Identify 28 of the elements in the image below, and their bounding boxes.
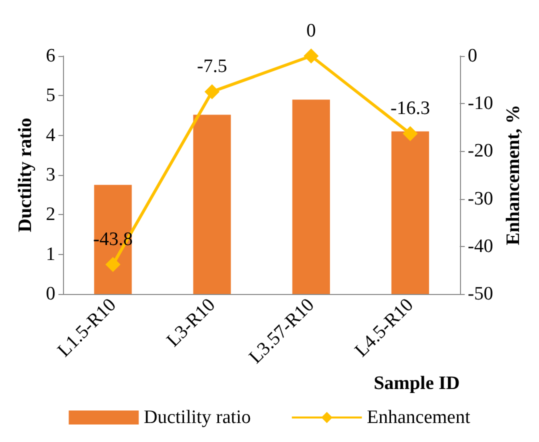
y-tick-label: 5 [46,85,56,106]
bar [292,100,330,294]
y-tick-label: 6 [46,46,56,66]
bar [391,131,430,294]
y2-tick-label: 0 [468,46,478,66]
y-tick-label: 1 [46,244,56,265]
y2-tick-label: -30 [468,188,494,210]
point [105,256,120,272]
y-tick-label: 3 [46,164,56,186]
y-tick-label: 2 [46,204,56,226]
y-tick-label: 4 [46,124,56,146]
y-axis-title: Ductility ratio [15,118,36,232]
data-label: -16.3 [390,98,430,120]
data-label: -7.5 [197,56,228,78]
bar [193,114,231,294]
y2-axis-title: Enhancement, % [503,104,524,246]
y2-tick-label: -20 [468,140,494,162]
point [402,126,418,142]
legend-label: Ductility ratio [144,407,251,428]
point [204,84,220,100]
x-axis-title: Sample ID [374,373,460,394]
data-label: 0 [306,20,316,42]
point [304,48,319,64]
y2-tick-label: -10 [468,93,494,114]
y-tick-label: 0 [46,284,56,304]
y2-tick-label: -50 [468,284,494,304]
y2-tick-label: -40 [468,236,494,257]
legend-label: Enhancement [366,407,471,428]
